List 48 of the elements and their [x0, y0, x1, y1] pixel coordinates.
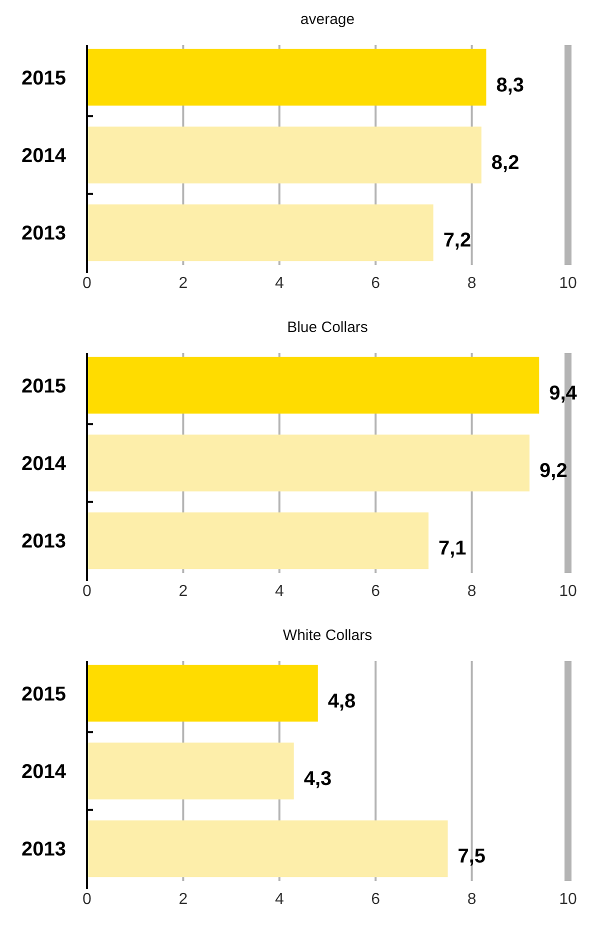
x-tick-label: 6: [371, 583, 380, 600]
x-tick-label: 2: [178, 891, 188, 908]
data-label: 7,5: [458, 846, 486, 868]
x-tick-label: 6: [371, 891, 380, 908]
x-tick-label: 8: [467, 275, 476, 292]
x-tick-label: 2: [178, 275, 188, 292]
data-label: 4,3: [304, 768, 332, 790]
x-tick-label: 0: [82, 891, 92, 908]
bar: [87, 48, 486, 106]
x-tick-label: 0: [82, 583, 92, 600]
data-label: 8,3: [496, 74, 524, 96]
y-tick-label: 2015: [22, 375, 66, 398]
y-tick-label: 2014: [22, 453, 67, 475]
x-tick-label: 4: [274, 891, 284, 908]
x-tick-label: 8: [467, 891, 476, 908]
y-tick-label: 2013: [22, 530, 66, 553]
bar: [87, 742, 294, 800]
y-tick-label: 2014: [22, 145, 67, 167]
data-label: 9,4: [549, 382, 578, 404]
x-tick-label: 0: [82, 275, 92, 292]
x-tick-label: 4: [274, 583, 284, 600]
data-label: 9,2: [540, 460, 568, 482]
bar: [87, 512, 429, 570]
bar: [87, 126, 482, 184]
chart-title: White Collars: [282, 627, 372, 644]
y-tick-label: 2015: [22, 67, 66, 90]
bar: [87, 820, 448, 878]
x-tick-label: 10: [559, 275, 577, 292]
y-tick-label: 2014: [22, 761, 67, 783]
x-tick-label: 4: [274, 275, 284, 292]
x-tick-label: 8: [467, 583, 476, 600]
bar: [87, 434, 530, 492]
bar: [87, 204, 434, 262]
data-label: 8,2: [491, 152, 520, 174]
bar: [87, 356, 540, 414]
bar: [87, 664, 318, 722]
x-tick-label: 10: [559, 583, 577, 600]
chart-title: Blue Collars: [287, 319, 368, 336]
data-label: 4,8: [328, 690, 356, 712]
y-tick-label: 2015: [22, 683, 66, 706]
x-tick-label: 10: [559, 891, 577, 908]
data-label: 7,2: [443, 230, 472, 252]
x-tick-label: 2: [178, 583, 188, 600]
chart-title: average: [300, 11, 355, 28]
data-label: 7,1: [438, 538, 466, 560]
x-tick-label: 6: [371, 275, 380, 292]
y-tick-label: 2013: [22, 838, 66, 861]
y-tick-label: 2013: [22, 222, 66, 245]
